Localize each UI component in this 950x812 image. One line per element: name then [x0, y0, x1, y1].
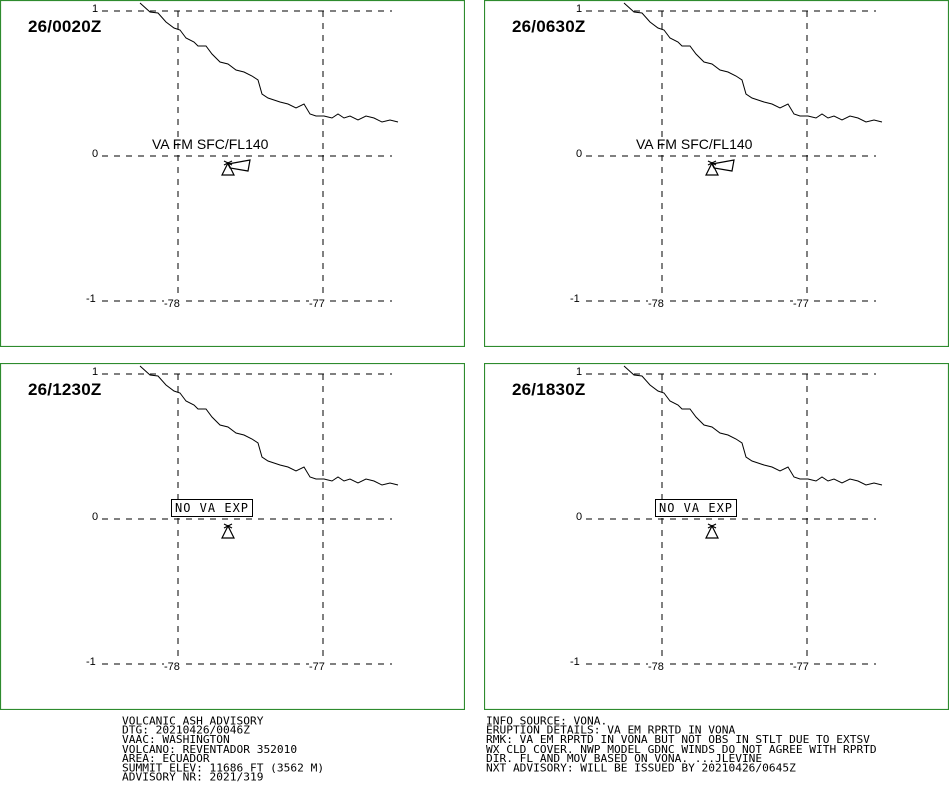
lon-tick-label: -78: [648, 298, 664, 310]
ash-label: VA FM SFC/FL140: [636, 136, 753, 152]
lat-tick-label: 0: [576, 511, 583, 523]
advisory-line: ADVISORY NR: 2021/319: [122, 771, 264, 784]
map-panel-3: 26/1230Z NO VA EXP 1 0 -1 -78 -77: [0, 363, 465, 710]
lon-tick-label: -77: [309, 661, 325, 673]
panel-frame: [0, 0, 465, 347]
lat-tick-label: -1: [86, 656, 96, 668]
map-panel-2: 26/0630Z VA FM SFC/FL140 1 0 -1 -78 -77: [484, 0, 949, 347]
panel-frame: [0, 363, 465, 710]
lon-tick-label: -78: [648, 661, 664, 673]
lat-tick-label: 1: [92, 3, 99, 15]
ash-label: NO VA EXP: [171, 499, 254, 517]
lat-tick-label: 1: [92, 366, 99, 378]
lon-tick-label: -77: [793, 298, 809, 310]
volcano-icon: [705, 523, 719, 539]
map-panel-4: 26/1830Z NO VA EXP 1 0 -1 -78 -77: [484, 363, 949, 710]
advisory-line: AREA: ECUADOR: [122, 752, 210, 765]
panel-frame: [484, 0, 949, 347]
lat-tick-label: 1: [576, 3, 583, 15]
coastline: [139, 365, 399, 486]
lat-tick-label: 0: [92, 511, 99, 523]
lat-tick-label: -1: [570, 293, 580, 305]
advisory-line: RMK: VA EM RPRTD IN VONA BUT NOT OBS IN …: [486, 733, 870, 746]
map-canvas: [484, 363, 949, 710]
map-canvas: [0, 363, 465, 710]
lat-tick-label: -1: [570, 656, 580, 668]
panel-time-label: 26/0020Z: [28, 17, 102, 36]
panel-time-label: 26/1230Z: [28, 380, 102, 399]
coastline: [623, 365, 883, 486]
coastline: [623, 2, 883, 123]
advisory-line: VAAC: WASHINGTON: [122, 733, 230, 746]
ash-cloud-polygon: [227, 159, 251, 172]
ash-label: NO VA EXP: [655, 499, 738, 517]
volcano-icon: [221, 523, 235, 539]
ash-cloud-polygon: [711, 159, 735, 172]
map-canvas: [484, 0, 949, 347]
advisory-line: VOLCANIC ASH ADVISORY: [122, 715, 264, 728]
lon-tick-label: -77: [793, 661, 809, 673]
lon-tick-label: -77: [309, 298, 325, 310]
panel-frame: [484, 363, 949, 710]
advisory-remarks-block: INFO SOURCE: VONA. ERUPTION DETAILS: VA E…: [486, 715, 877, 775]
lat-tick-label: 1: [576, 366, 583, 378]
graticule: [102, 10, 392, 302]
lat-tick-label: 0: [92, 148, 99, 160]
lat-tick-label: -1: [86, 293, 96, 305]
lon-tick-label: -78: [164, 661, 180, 673]
panel-time-label: 26/0630Z: [512, 17, 586, 36]
coastline: [139, 2, 399, 123]
map-panel-1: 26/0020Z VA FM SFC/FL140 1 0 -1 -78 -77: [0, 0, 465, 347]
panel-time-label: 26/1830Z: [512, 380, 586, 399]
lat-tick-label: 0: [576, 148, 583, 160]
map-canvas: [0, 0, 465, 347]
advisory-line: SUMMIT ELEV: 11686 FT (3562 M): [122, 762, 325, 775]
graticule: [586, 10, 876, 302]
advisory-line: NXT ADVISORY: WILL BE ISSUED BY 20210426…: [486, 762, 796, 775]
ash-label: VA FM SFC/FL140: [152, 136, 269, 152]
advisory-line: VOLCANO: REVENTADOR 352010: [122, 743, 298, 756]
volcano-icon: [221, 160, 235, 176]
advisory-line: DIR. FL AND MOV BASED ON VONA. ...JLEVIN…: [486, 752, 763, 765]
advisory-header-block: VOLCANIC ASH ADVISORY DTG: 20210426/0046Z…: [122, 715, 325, 784]
graticule: [102, 373, 392, 665]
volcano-icon: [705, 160, 719, 176]
advisory-line: WX CLD COVER. NWP MODEL GDNC WINDS DO NO…: [486, 743, 877, 756]
graticule: [586, 373, 876, 665]
advisory-line: ERUPTION DETAILS: VA EM RPRTD IN VONA: [486, 724, 736, 737]
advisory-line: INFO SOURCE: VONA.: [486, 715, 608, 728]
lon-tick-label: -78: [164, 298, 180, 310]
advisory-line: DTG: 20210426/0046Z: [122, 724, 250, 737]
